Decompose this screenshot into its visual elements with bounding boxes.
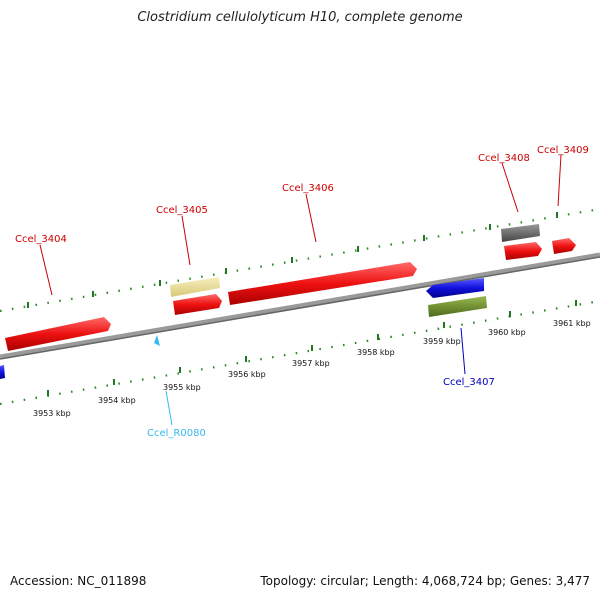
cds-pale-feature[interactable] [170,277,220,297]
feature-ccel-3407-arrow[interactable] [426,278,484,298]
scale-label: 3961 kbp [553,319,591,328]
feature-label-ccel-3408: Ccel_3408 [478,153,530,164]
scale-label: 3960 kbp [488,328,526,337]
upper-tick-track [0,207,600,313]
feature-ccel-3408-arrow[interactable] [504,242,542,260]
feature-ccel-3405-arrow[interactable] [173,294,222,315]
major-ticks [27,212,577,396]
feature-ccel-r0080-marker[interactable] [154,335,160,346]
feature-ccel-3409-arrow[interactable] [552,238,576,254]
feature-ccel-3404-arrow[interactable] [5,317,111,351]
feature-label-ccel-3409: Ccel_3409 [537,145,589,156]
map-title: Clostridium cellulolyticum H10, complete… [137,10,463,25]
label-leader-lines [39,154,562,426]
genome-backbone [0,252,600,360]
scale-label: 3956 kbp [228,370,266,379]
scale-label: 3958 kbp [357,348,395,357]
reverse-strand-edge-feature[interactable] [0,365,5,379]
scale-label: 3957 kbp [292,359,330,368]
scale-label: 3959 kbp [423,337,461,346]
feature-label-ccel-r0080: Ccel_R0080 [147,428,206,439]
genome-backbone-shade [0,256,600,360]
genome-summary-text: Topology: circular; Length: 4,068,724 bp… [260,574,590,588]
feature-label-ccel-3406: Ccel_3406 [282,183,334,194]
feature-ccel-3406-arrow[interactable] [228,262,417,305]
accession-text: Accession: NC_011898 [10,574,147,588]
scale-label: 3953 kbp [33,409,71,418]
feature-label-ccel-3404: Ccel_3404 [15,234,67,245]
cds-olive-feature[interactable] [428,296,487,317]
feature-label-ccel-3405: Ccel_3405 [156,205,208,216]
feature-label-ccel-3407: Ccel_3407 [443,377,495,388]
scale-label: 3955 kbp [163,383,201,392]
cds-gray-feature[interactable] [501,224,540,242]
scale-label: 3954 kbp [98,396,136,405]
